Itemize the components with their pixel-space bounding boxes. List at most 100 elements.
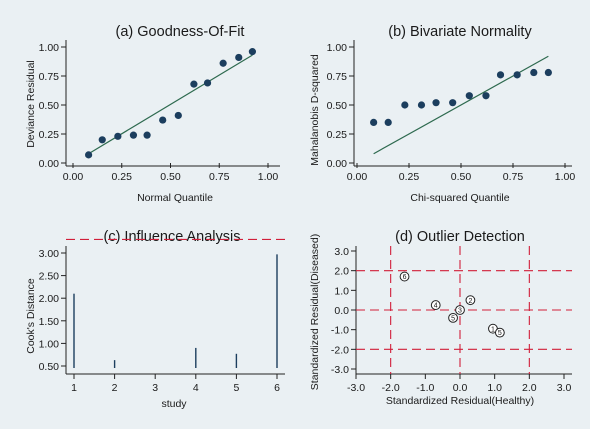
panel-b: (b) Bivariate Normality Mahalanobis D-sq… (309, 24, 575, 204)
panel-b-point-5 (449, 99, 457, 107)
panel-a-point-3 (129, 131, 138, 139)
panel-d-ytick-label-4: 1.0 (334, 285, 349, 297)
panel-d-ytick-label-1: -2.0 (331, 344, 349, 356)
panel-b-point-10 (530, 68, 538, 77)
panel-d-xtick-label-3: 0.0 (453, 382, 468, 394)
panel-c-ytick-label-1: 1.00 (39, 338, 60, 350)
panel-c-ytick-label-2: 1.50 (39, 316, 60, 328)
panel-d-xtick-label-2: -1.0 (416, 382, 434, 394)
panel-a-point-9 (219, 59, 227, 67)
panel-a-ytick-label-1: 0.25 (39, 129, 60, 141)
panel-c-ytick-label-0: 0.50 (39, 361, 60, 373)
panel-d-point-2 (448, 312, 458, 323)
panel-a-point-5 (159, 116, 167, 124)
panel-a-xtick-label-2: 0.50 (160, 171, 181, 183)
panel-d-xtick-label-6: 3.0 (557, 382, 572, 394)
panel-d-point-3 (455, 305, 465, 315)
panel-d-point-label-2: 5 (451, 315, 455, 322)
panel-b-point-11 (544, 68, 552, 77)
panel-d-point-label-1: 4 (434, 303, 438, 310)
panel-b-ytick-label-2: 0.50 (327, 100, 348, 112)
panel-a-point-6 (174, 111, 182, 120)
panel-b-ylabel: Mahalanobis D-squared (309, 54, 321, 166)
panel-d-ytick-label-2: -1.0 (331, 325, 349, 337)
panel-d-point-label-4: 2 (468, 298, 472, 305)
panel-c-marks (66, 238, 285, 368)
panel-d-point-0 (399, 271, 410, 282)
panel-a-point-2 (114, 132, 122, 140)
panel-d-ytick-label-6: 3.0 (334, 246, 349, 258)
panel-d-xtick-label-4: 1.0 (487, 382, 502, 394)
panel-a-ytick-label-0: 0.00 (39, 158, 60, 170)
panel-a-xtick-label-1: 0.25 (112, 171, 133, 183)
panel-b-ticks: 0.00 0.25 0.50 0.75 1.00 0.00 0.25 0.50 0.75 1.00 (327, 42, 576, 183)
panel-c-ticks: 1 2 3 4 5 6 0.50 1.00 1.50 2.00 2.50 3.00 (39, 248, 281, 394)
panel-b-point-6 (465, 92, 473, 100)
panel-c-xlabel: study (161, 398, 187, 410)
panel-b-xtick-label-3: 0.75 (503, 171, 524, 183)
panel-b-ytick-label-3: 0.75 (327, 71, 348, 83)
panel-b-ytick-label-1: 0.25 (327, 129, 348, 141)
panel-d-xtick-label-1: -2.0 (382, 382, 400, 394)
panel-c-ytick-label-4: 2.50 (39, 271, 60, 283)
panel-a-title: (a) Goodness-Of-Fit (116, 24, 245, 40)
panel-b-point-4 (432, 99, 440, 107)
panel-b-marks (370, 55, 552, 155)
panel-b-ytick-label-0: 0.00 (327, 158, 348, 170)
panel-a-point-8 (203, 79, 212, 87)
panel-c-ylabel: Cook's Distance (25, 278, 37, 354)
panel-a-point-1 (98, 136, 106, 144)
panel-b-xtick-label-0: 0.00 (347, 171, 368, 183)
panel-a: (a) Goodness-Of-Fit Deviance Residual No… (25, 24, 280, 204)
panel-d-reference-lines (356, 246, 572, 374)
panel-b-point-7 (482, 92, 490, 100)
panel-d-point-4 (465, 295, 476, 306)
panel-d-title: (d) Outlier Detection (395, 229, 525, 245)
panel-c: (c) Influence Analysis Cook's Distance s… (25, 229, 285, 410)
panel-b-point-1 (384, 118, 392, 126)
panel-d-point-label-0: 6 (403, 274, 407, 281)
panel-a-xlabel: Normal Quantile (137, 192, 213, 204)
panel-d-ticks: -3.0 -2.0 -1.0 0.0 1.0 2.0 3.0 -3.0 -2.0 -1.0 0.0 1… (331, 246, 572, 394)
panel-b-point-2 (401, 101, 409, 109)
panel-b-xlabel: Chi-squared Quantile (410, 192, 509, 204)
panel-d-ytick-label-5: 2.0 (334, 266, 349, 278)
panel-a-marks (85, 48, 256, 159)
panel-a-ytick-label-3: 0.75 (39, 71, 60, 83)
panel-d-point-1 (430, 300, 441, 310)
panel-d-xtick-label-0: -3.0 (347, 382, 365, 394)
panel-d-point-label-6: 5 (498, 330, 502, 337)
panel-b-ytick-label-4: 1.00 (327, 42, 348, 54)
panel-a-ytick-label-4: 1.00 (39, 42, 60, 54)
panel-c-xtick-label-4: 5 (233, 382, 239, 394)
panel-a-point-11 (248, 48, 256, 56)
panel-d: (d) Outlier Detection Standardized Resid… (309, 229, 572, 407)
panel-b-xtick-label-1: 0.25 (399, 171, 420, 183)
panel-a-xtick-label-0: 0.00 (63, 171, 84, 183)
panel-a-xtick-label-3: 0.75 (209, 171, 230, 183)
panel-d-ytick-label-3: 0.0 (334, 305, 349, 317)
panel-c-ytick-label-5: 3.00 (39, 248, 60, 260)
panel-b-title: (b) Bivariate Normality (388, 24, 532, 40)
panel-a-point-4 (143, 131, 151, 139)
panel-a-point-7 (190, 80, 198, 88)
panel-c-ytick-label-3: 2.00 (39, 293, 60, 305)
panel-a-point-0 (85, 151, 93, 159)
panel-c-xtick-label-0: 1 (71, 382, 77, 394)
panel-d-point-label-5: 1 (491, 326, 495, 333)
panel-c-xtick-label-1: 2 (112, 382, 118, 394)
panel-b-xtick-label-4: 1.00 (555, 171, 576, 183)
panel-d-xlabel: Standardized Residual(Healthy) (386, 395, 534, 407)
panel-a-point-10 (235, 53, 243, 62)
panel-d-ylabel: Standardized Residual(Diseased) (309, 234, 321, 390)
panel-b-point-8 (496, 71, 505, 79)
panel-d-ytick-label-0: -3.0 (331, 364, 349, 376)
panel-d-xtick-label-5: 2.0 (522, 382, 537, 394)
panel-d-point-6 (494, 327, 505, 338)
panel-d-point-label-3: 3 (458, 308, 462, 315)
panel-a-ytick-label-2: 0.50 (39, 100, 60, 112)
panel-b-point-9 (513, 71, 521, 79)
